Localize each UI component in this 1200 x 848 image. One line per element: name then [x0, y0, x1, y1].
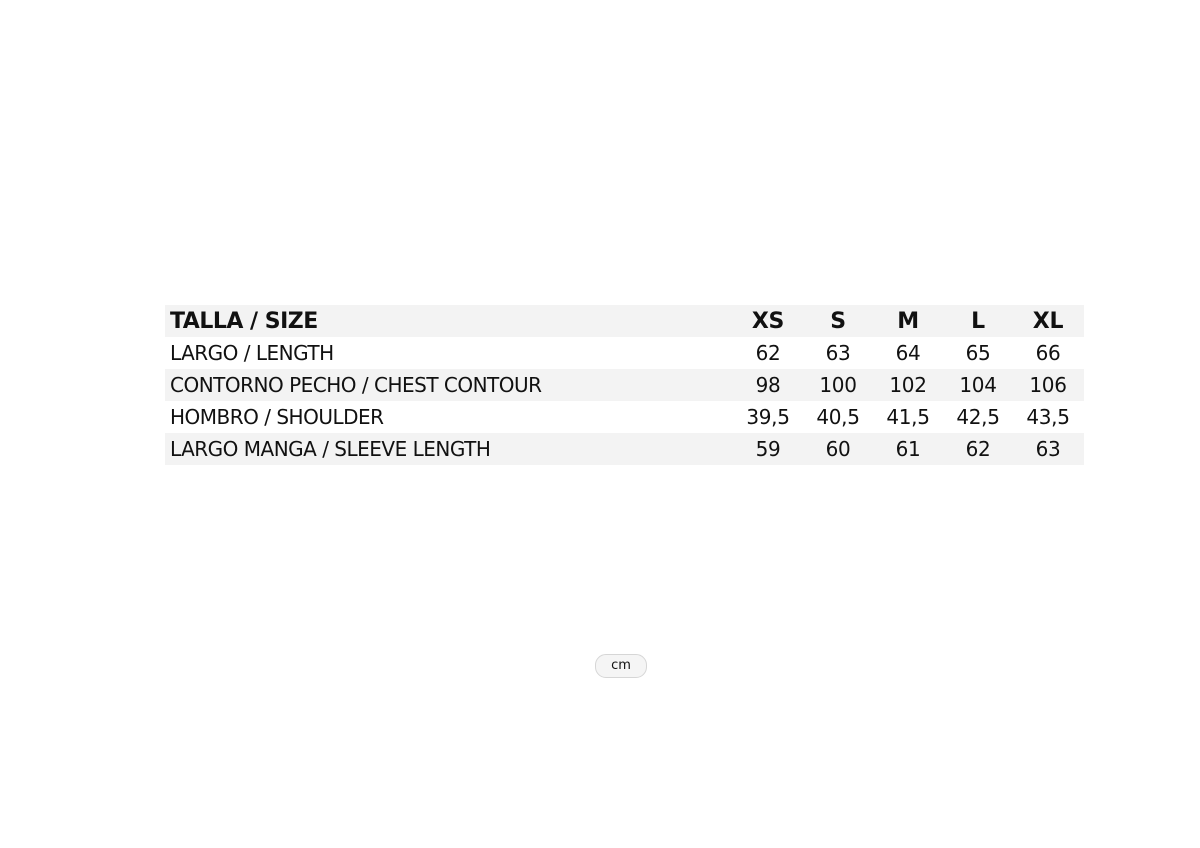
table-cell: 63	[1035, 437, 1061, 461]
size-l-header: L	[971, 308, 985, 334]
row-label: HOMBRO / SHOULDER	[170, 405, 384, 429]
table-cell: 64	[895, 341, 921, 365]
table-cell: 39,5	[746, 405, 790, 429]
size-chart-table: TALLA / SIZE XS S M L XL LARGO / LENGTH …	[165, 305, 1084, 465]
size-xl-header: XL	[1032, 308, 1064, 334]
table-row: LARGO MANGA / SLEEVE LENGTH 59 60 61 62 …	[165, 433, 1084, 465]
table-cell: 102	[889, 373, 927, 397]
table-cell: 66	[1035, 341, 1061, 365]
table-cell: 42,5	[956, 405, 1000, 429]
table-row: HOMBRO / SHOULDER 39,5 40,5 41,5 42,5 43…	[165, 401, 1084, 433]
table-header-row: TALLA / SIZE XS S M L XL	[165, 305, 1084, 337]
table-cell: 43,5	[1026, 405, 1070, 429]
table-cell: 41,5	[886, 405, 930, 429]
table-cell: 106	[1029, 373, 1067, 397]
row-label: LARGO MANGA / SLEEVE LENGTH	[170, 437, 491, 461]
table-row: LARGO / LENGTH 62 63 64 65 66	[165, 337, 1084, 369]
table-row: CONTORNO PECHO / CHEST CONTOUR 98 100 10…	[165, 369, 1084, 401]
size-s-header: S	[830, 308, 846, 334]
table-cell: 62	[755, 341, 781, 365]
table-cell: 98	[755, 373, 781, 397]
table-cell: 104	[959, 373, 997, 397]
size-m-header: M	[897, 308, 919, 334]
table-cell: 63	[825, 341, 851, 365]
table-cell: 100	[819, 373, 857, 397]
table-cell: 59	[755, 437, 781, 461]
table-cell: 65	[965, 341, 991, 365]
unit-badge: cm	[595, 654, 647, 678]
table-cell: 62	[965, 437, 991, 461]
row-label: CONTORNO PECHO / CHEST CONTOUR	[170, 373, 542, 397]
row-label: LARGO / LENGTH	[170, 341, 334, 365]
table-cell: 60	[825, 437, 851, 461]
table-cell: 40,5	[816, 405, 860, 429]
header-label: TALLA / SIZE	[170, 308, 318, 334]
size-xs-header: XS	[751, 308, 785, 334]
table-cell: 61	[895, 437, 921, 461]
